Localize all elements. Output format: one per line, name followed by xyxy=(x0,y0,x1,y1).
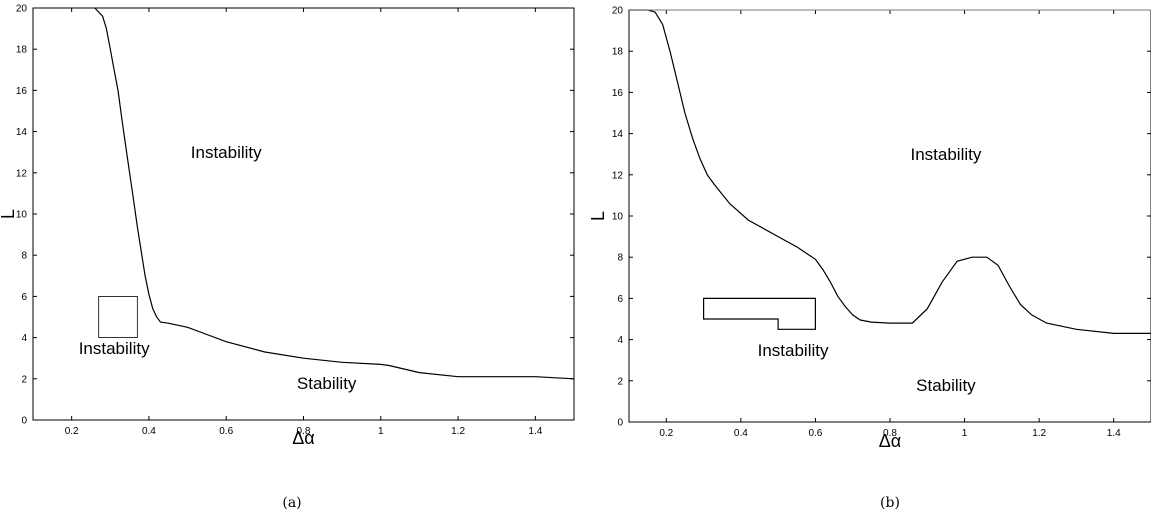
y-tick-label: 16 xyxy=(612,88,624,99)
x-tick-label: 0.4 xyxy=(142,426,156,437)
instability-region-outline xyxy=(703,297,816,330)
x-tick-label: 0.2 xyxy=(659,428,673,439)
x-tick-label: 1 xyxy=(962,428,968,439)
x-tick-label: 1.4 xyxy=(528,426,542,437)
y-axis-label: L xyxy=(588,211,608,221)
y-tick-label: 10 xyxy=(612,212,624,223)
y-axis-label: L xyxy=(0,209,18,219)
y-tick-label: 6 xyxy=(617,294,623,305)
y-tick-label: 20 xyxy=(16,4,28,15)
x-tick-label: 0.8 xyxy=(297,426,311,437)
x-tick-label: 1 xyxy=(378,426,384,437)
x-tick-label: 0.6 xyxy=(219,426,233,437)
instability-label: Instability xyxy=(79,339,150,358)
y-tick-label: 0 xyxy=(617,418,623,429)
instability-label: Instability xyxy=(758,341,829,360)
x-tick-label: 0.6 xyxy=(808,428,822,439)
chart-panel-a: 0.2 0.4 0.6 0.8 1 1.2 1.4 0 2 4 6 8 10 12 14 16 18 20 Δα L I… xyxy=(0,4,575,511)
x-tick-label: 1.4 xyxy=(1107,428,1121,439)
instability-region-box xyxy=(98,295,138,338)
stability-boundary-line xyxy=(94,7,575,380)
plot-frame xyxy=(628,9,1151,423)
y-tick-label: 16 xyxy=(16,86,28,97)
instability-label: Instability xyxy=(191,143,262,162)
x-tick-label: 0.4 xyxy=(734,428,748,439)
stability-label: Stability xyxy=(297,374,357,393)
y-tick-label: 12 xyxy=(16,168,28,179)
y-tick-label: 4 xyxy=(617,335,623,346)
y-tick-label: 14 xyxy=(612,129,624,140)
x-tick-label: 1.2 xyxy=(1032,428,1046,439)
x-tick-label: 0.8 xyxy=(883,428,897,439)
y-tick-label: 0 xyxy=(21,416,27,427)
y-tick-label: 10 xyxy=(16,210,28,221)
chart-panel-b: 0.2 0.4 0.6 0.8 1 1.2 1.4 0 2 4 6 8 10 12 14 16 18 20 Δα L I… xyxy=(588,6,1151,511)
y-tick-label: 8 xyxy=(617,253,623,264)
x-tick-label: 1.2 xyxy=(451,426,465,437)
y-tick-label: 14 xyxy=(16,127,28,138)
panel-caption: (a) xyxy=(282,495,301,511)
y-tick-label: 6 xyxy=(21,292,27,303)
y-tick-label: 18 xyxy=(16,45,28,56)
stability-boundary-line xyxy=(629,9,1151,334)
y-tick-label: 12 xyxy=(612,170,624,181)
x-axis-label: Δα xyxy=(879,431,901,451)
x-tick-label: 0.2 xyxy=(65,426,79,437)
y-tick-label: 2 xyxy=(21,374,27,385)
stability-label: Stability xyxy=(916,376,976,395)
y-tick-label: 8 xyxy=(21,251,27,262)
instability-label: Instability xyxy=(910,145,981,164)
y-tick-label: 18 xyxy=(612,47,624,58)
y-tick-label: 4 xyxy=(21,333,27,344)
x-axis-label: Δα xyxy=(292,428,314,448)
panel-caption: (b) xyxy=(880,495,900,511)
y-tick-label: 2 xyxy=(617,376,623,387)
y-tick-label: 20 xyxy=(612,6,624,17)
